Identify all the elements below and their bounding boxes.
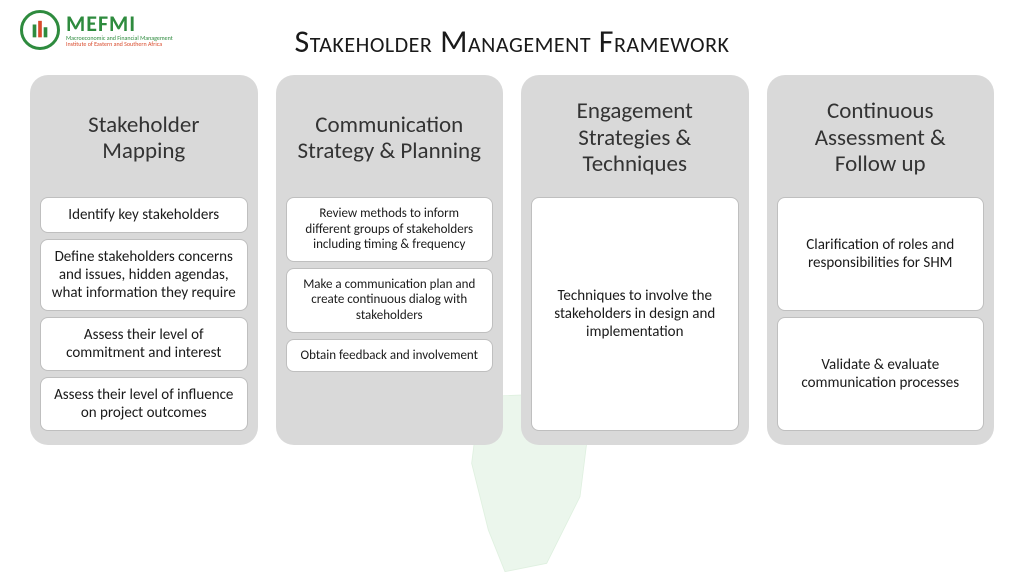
logo: MEFMI Macroeconomic and Financial Manage… (20, 10, 173, 50)
column-head: Continuous Assessment & Follow up (777, 87, 985, 197)
card: Clarification of roles and responsibilit… (777, 197, 985, 311)
column-stakeholder-mapping: Stakeholder Mapping Identify key stakeho… (30, 75, 258, 445)
card: Obtain feedback and involvement (286, 339, 494, 373)
column-cards: Clarification of roles and responsibilit… (777, 197, 985, 431)
column-continuous-assessment: Continuous Assessment & Follow up Clarif… (767, 75, 995, 445)
column-cards: Review methods to inform different group… (286, 197, 494, 431)
card: Define stakeholders concerns and issues,… (40, 239, 248, 311)
column-head: Engagement Strategies & Techniques (531, 87, 739, 197)
card: Validate & evaluate communication proces… (777, 317, 985, 431)
framework-columns: Stakeholder Mapping Identify key stakeho… (0, 61, 1024, 445)
column-head: Stakeholder Mapping (40, 87, 248, 197)
column-communication-strategy: Communication Strategy & Planning Review… (276, 75, 504, 445)
column-head: Communication Strategy & Planning (286, 87, 494, 197)
card: Make a communication plan and create con… (286, 268, 494, 333)
card: Review methods to inform different group… (286, 197, 494, 262)
card: Assess their level of commitment and int… (40, 317, 248, 371)
card: Identify key stakeholders (40, 197, 248, 233)
column-cards: Identify key stakeholders Define stakeho… (40, 197, 248, 431)
logo-name: MEFMI (66, 13, 173, 35)
logo-subtitle-2: Institute of Eastern and Southern Africa (66, 41, 173, 47)
column-cards: Techniques to involve the stakeholders i… (531, 197, 739, 431)
card: Assess their level of influence on proje… (40, 377, 248, 431)
logo-mark-icon (20, 10, 60, 50)
column-engagement-strategies: Engagement Strategies & Techniques Techn… (521, 75, 749, 445)
card: Techniques to involve the stakeholders i… (531, 197, 739, 431)
